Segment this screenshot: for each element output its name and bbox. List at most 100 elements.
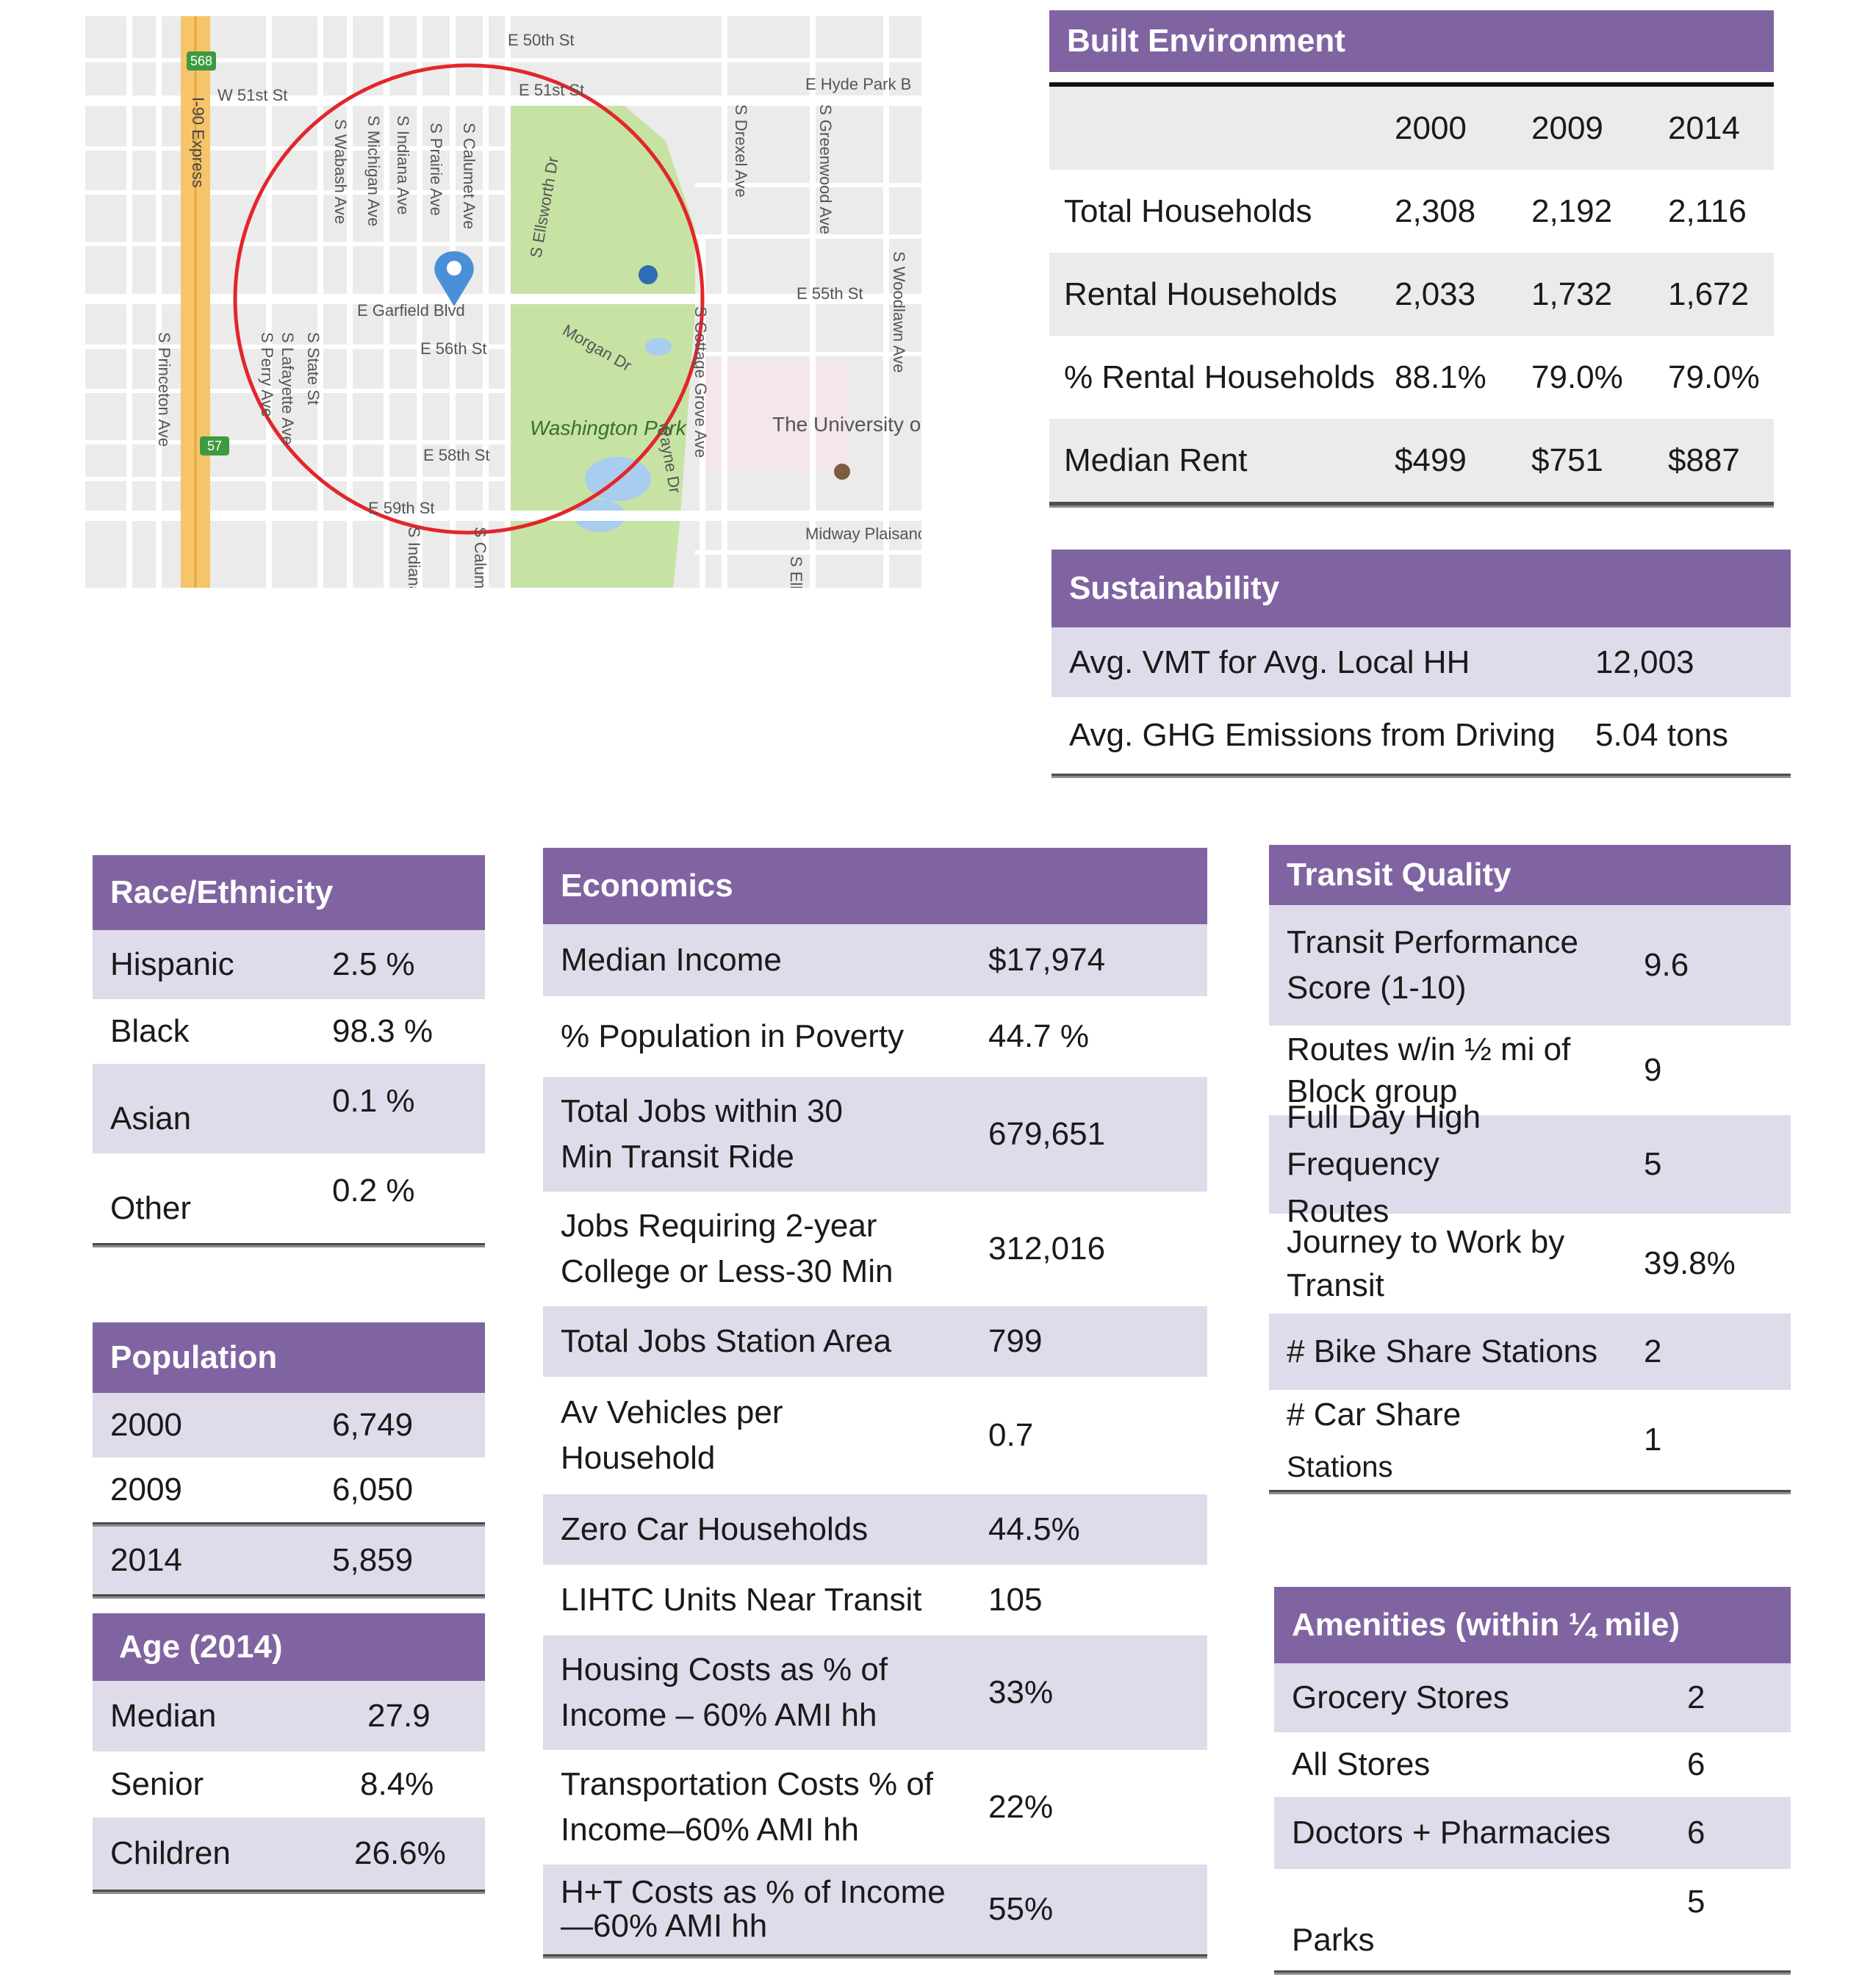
panel-title: Transit Quality bbox=[1269, 845, 1791, 905]
row-value: 5 bbox=[1687, 1884, 1705, 1920]
map-label: Midway Plaisance bbox=[805, 525, 921, 543]
row-value: 6 bbox=[1687, 1746, 1705, 1782]
row-value: 44.5% bbox=[988, 1511, 1080, 1547]
cell: $499 bbox=[1395, 442, 1467, 478]
map-label: S Lafayette Ave bbox=[278, 332, 297, 445]
map-label: S Michigan Ave bbox=[364, 115, 383, 226]
map-label: Washington Park bbox=[530, 417, 688, 439]
table-row: Total Jobs within 30 Min Transit Ride 67… bbox=[543, 1077, 1207, 1192]
map-label: E Garfield Blvd bbox=[357, 301, 465, 320]
amenities-table: Amenities (within ¼ mile) Grocery Stores… bbox=[1274, 1587, 1791, 1975]
map-label: S Elli bbox=[787, 556, 805, 588]
row-value: 5 bbox=[1644, 1146, 1662, 1182]
radius-circle bbox=[233, 63, 705, 535]
row-value: 9.6 bbox=[1644, 947, 1689, 983]
row-label: Full Day High Frequency Routes bbox=[1287, 1099, 1481, 1229]
map-label: S Greenwood Ave bbox=[816, 104, 835, 234]
table-row: Hispanic 2.5 % bbox=[93, 930, 485, 999]
table-row: Total Jobs Station Area 799 bbox=[543, 1306, 1207, 1377]
table-row: Routes w/in ½ mi of Block group 9 bbox=[1269, 1026, 1791, 1115]
panel-title: Sustainability bbox=[1051, 550, 1791, 627]
map-label: E 56th St bbox=[420, 339, 487, 358]
row-label-line: Stations bbox=[1287, 1451, 1393, 1484]
row-value: 12,003 bbox=[1595, 644, 1694, 680]
table-row: Jobs Requiring 2-year College or Less-30… bbox=[543, 1192, 1207, 1306]
table-row: Median Rent $499 $751 $887 bbox=[1049, 419, 1774, 502]
row-value: 5,859 bbox=[332, 1542, 414, 1578]
row-label: Median Rent bbox=[1064, 442, 1248, 478]
row-value: 2.5 % bbox=[332, 946, 415, 982]
table-row: Avg. VMT for Avg. Local HH 12,003 bbox=[1051, 627, 1791, 697]
row-value: 2 bbox=[1687, 1679, 1705, 1715]
table-row: Journey to Work by Transit 39.8% bbox=[1269, 1214, 1791, 1314]
table-row: Transportation Costs % of Income–60% AMI… bbox=[543, 1750, 1207, 1865]
table-row: Transit Performance Score (1-10) 9.6 bbox=[1269, 905, 1791, 1026]
panel-title: Economics bbox=[543, 848, 1207, 924]
row-value: 9 bbox=[1644, 1052, 1662, 1088]
row-value: 39.8% bbox=[1644, 1245, 1736, 1281]
row-value: 55% bbox=[988, 1891, 1054, 1927]
cell: 2,308 bbox=[1395, 192, 1476, 229]
map-label: S Indiana Ave bbox=[394, 115, 412, 215]
table-row: Rental Households 2,033 1,732 1,672 bbox=[1049, 253, 1774, 336]
panel-title: Population bbox=[93, 1322, 485, 1393]
map-label: E 59th St bbox=[368, 499, 435, 517]
row-label: Doctors + Pharmacies bbox=[1292, 1815, 1611, 1851]
row-label: Avg. GHG Emissions from Driving bbox=[1069, 717, 1556, 754]
table-row: % Rental Households 88.1% 79.0% 79.0% bbox=[1049, 336, 1774, 419]
row-value: 0.2 % bbox=[332, 1173, 415, 1209]
cell: 2,116 bbox=[1668, 192, 1747, 229]
table-row: # Car Share Stations 1 bbox=[1269, 1390, 1791, 1490]
row-label: Transit Performance Score (1-10) bbox=[1287, 924, 1578, 1006]
row-label: Median bbox=[110, 1698, 217, 1735]
table-row: H+T Costs as % of Income—60% AMI hh 55% bbox=[543, 1865, 1207, 1954]
row-value: 679,651 bbox=[988, 1116, 1106, 1152]
location-pin-icon[interactable] bbox=[434, 251, 474, 306]
transit-station-icon[interactable] bbox=[639, 265, 658, 284]
row-value: 6,050 bbox=[332, 1472, 414, 1508]
map-label: E 50th St bbox=[508, 31, 575, 49]
economics-table: Economics Median Income $17,974 % Popula… bbox=[543, 848, 1207, 1959]
row-value: 0.7 bbox=[988, 1417, 1034, 1453]
location-map[interactable]: 568 57 I-90 Express W 51st St E 50th St … bbox=[85, 16, 921, 588]
map-label: S Perry Ave bbox=[258, 332, 276, 417]
map-label: W 51st St bbox=[218, 86, 287, 104]
row-value: 5.04 tons bbox=[1595, 717, 1729, 753]
cell: 2,192 bbox=[1531, 192, 1613, 229]
year-header: 2014 bbox=[1668, 109, 1740, 146]
sustainability-table: Sustainability Avg. VMT for Avg. Local H… bbox=[1051, 550, 1791, 778]
cell: $751 bbox=[1531, 442, 1603, 478]
row-value: 6,749 bbox=[332, 1407, 414, 1443]
row-label: Senior bbox=[110, 1766, 204, 1803]
row-value: 98.3 % bbox=[332, 1013, 433, 1049]
row-value: 6 bbox=[1687, 1815, 1705, 1851]
map-label: E Hyde Park B bbox=[805, 75, 911, 93]
table-header-row: 2000 2009 2014 bbox=[1049, 87, 1774, 170]
row-label: Asian bbox=[110, 1101, 192, 1137]
map-label: The University of Chicago bbox=[772, 413, 921, 436]
age-table: Age (2014) Median 27.9 Senior 8.4% Child… bbox=[93, 1613, 485, 1894]
table-row: 2014 5,859 bbox=[93, 1527, 485, 1594]
row-label: H+T Costs as % of Income—60% AMI hh bbox=[561, 1873, 946, 1944]
row-label: Parks bbox=[1292, 1922, 1375, 1958]
map-label: I-90 Express bbox=[189, 97, 207, 188]
map-label: S Cottage Grove Ave bbox=[691, 306, 710, 458]
row-label: Rental Households bbox=[1064, 275, 1337, 312]
row-value: 44.7 % bbox=[988, 1018, 1089, 1054]
table-row: Grocery Stores 2 bbox=[1274, 1663, 1791, 1732]
table-row: Median Income $17,974 bbox=[543, 924, 1207, 996]
row-label: # Car Share Stations bbox=[1269, 1388, 1644, 1493]
table-row: Asian 0.1 % bbox=[93, 1064, 485, 1153]
table-row: Zero Car Households 44.5% bbox=[543, 1494, 1207, 1565]
cell: 1,732 bbox=[1531, 275, 1613, 312]
row-value: 8.4% bbox=[360, 1766, 434, 1802]
route-shield-568: 568 bbox=[190, 54, 212, 68]
row-label: Children bbox=[110, 1835, 231, 1872]
map-label: S Drexel Ave bbox=[732, 104, 750, 198]
row-label: Black bbox=[110, 1013, 190, 1050]
map-label: S Prairie Ave bbox=[427, 123, 445, 216]
year-header: 2009 bbox=[1531, 109, 1603, 146]
row-value: 312,016 bbox=[988, 1231, 1106, 1267]
map-label: S Woodlawn Ave bbox=[890, 251, 908, 373]
row-label: 2014 bbox=[110, 1542, 182, 1579]
